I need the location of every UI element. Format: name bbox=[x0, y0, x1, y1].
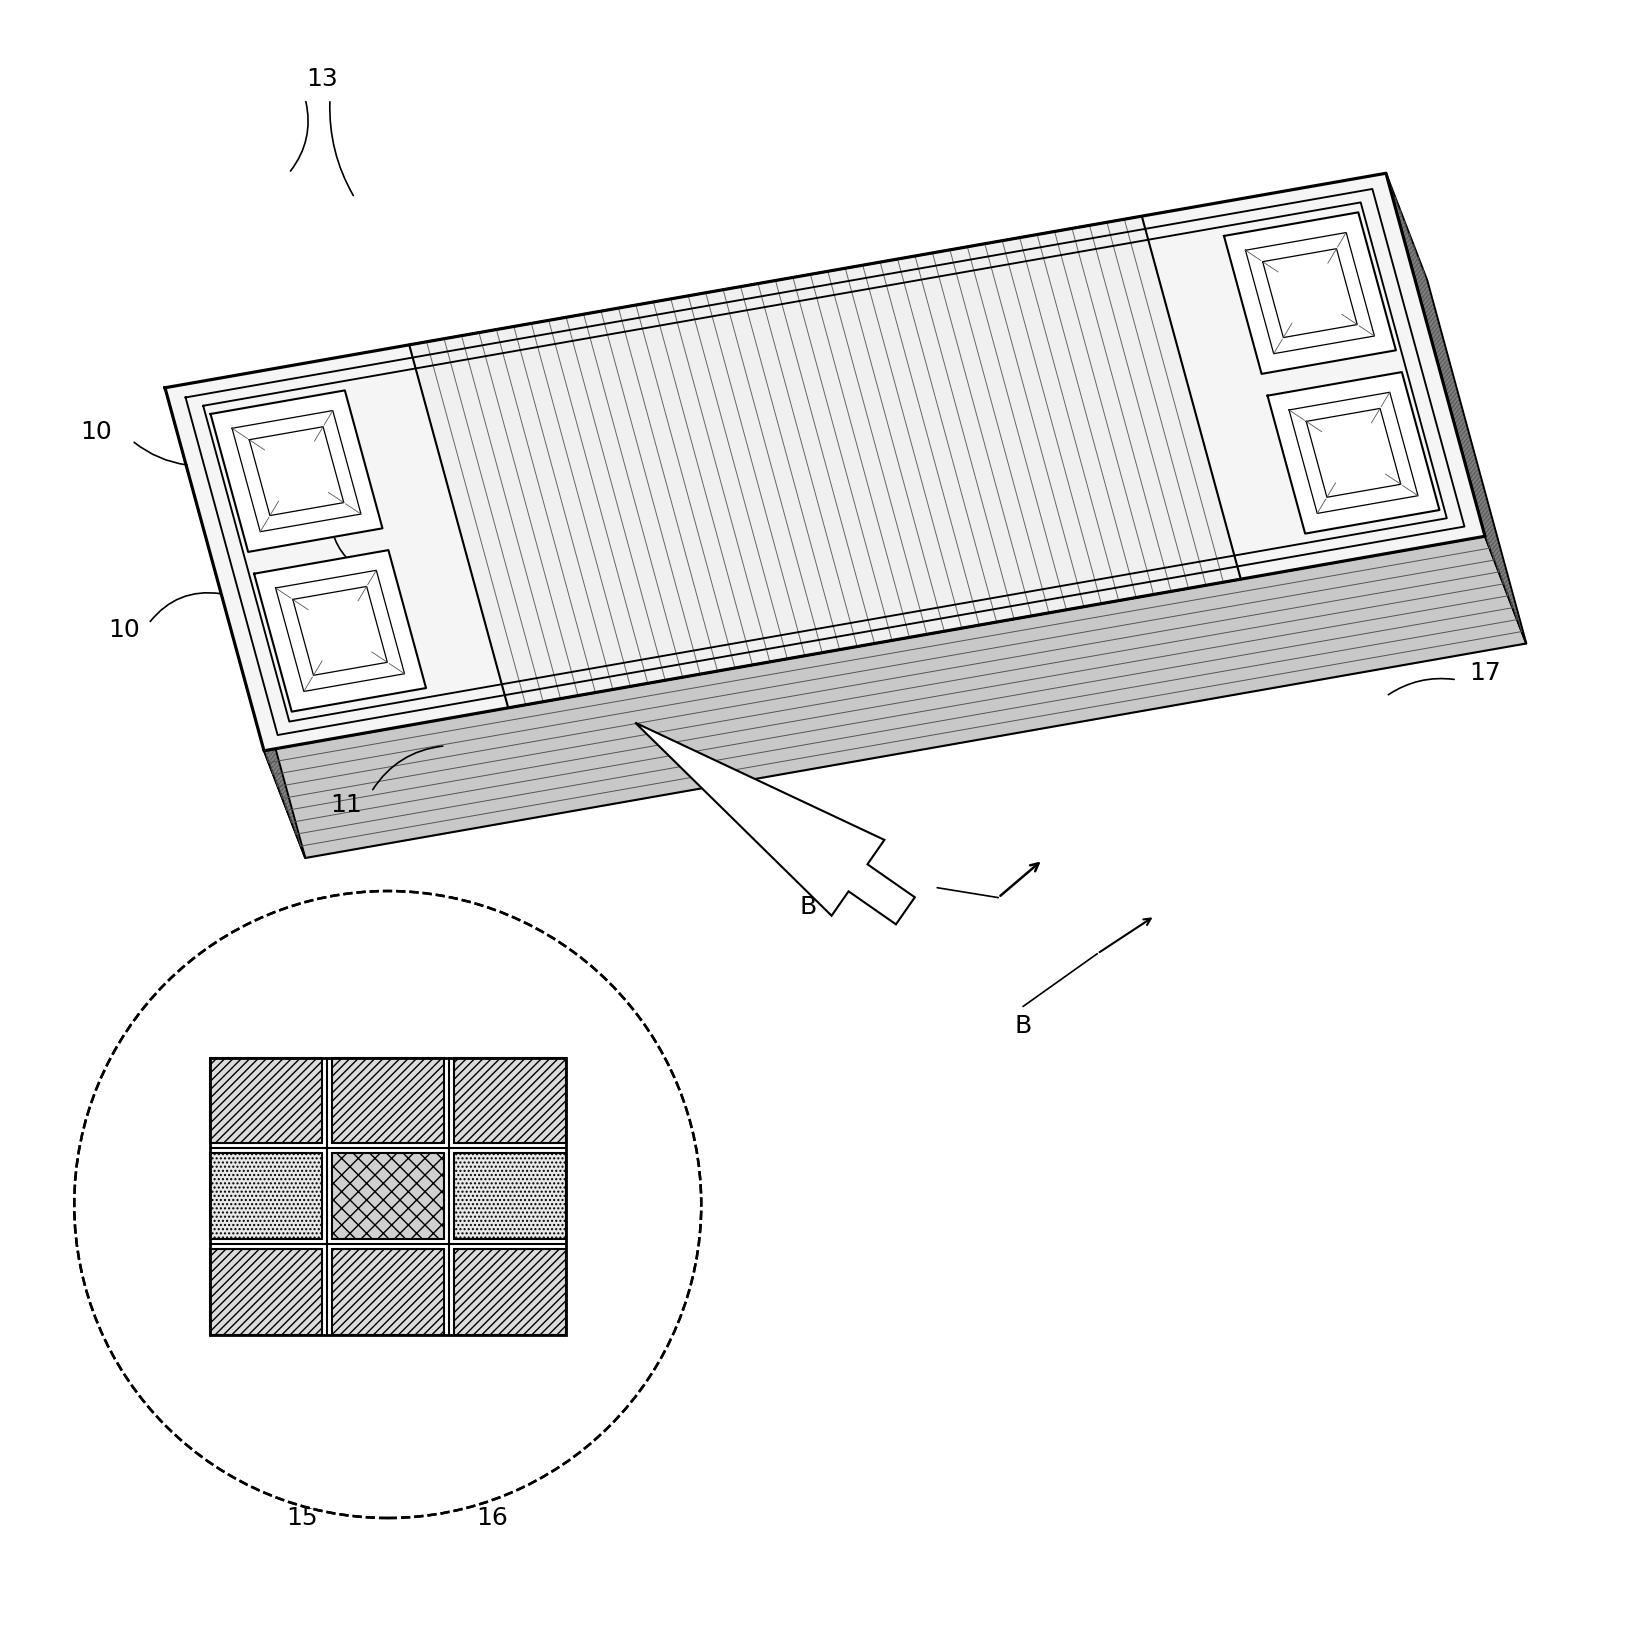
Bar bbox=[210, 1153, 322, 1239]
Text: 11: 11 bbox=[330, 794, 363, 817]
Text: 11: 11 bbox=[701, 536, 734, 559]
Bar bbox=[332, 1058, 444, 1143]
Polygon shape bbox=[211, 391, 383, 551]
Polygon shape bbox=[1386, 173, 1526, 644]
Polygon shape bbox=[409, 216, 1241, 708]
Bar bbox=[210, 1058, 322, 1143]
Bar bbox=[332, 1249, 444, 1335]
Text: 10: 10 bbox=[79, 421, 112, 444]
Text: 13: 13 bbox=[305, 68, 338, 91]
Circle shape bbox=[74, 891, 701, 1518]
Polygon shape bbox=[1267, 373, 1439, 533]
Text: 17: 17 bbox=[1468, 662, 1502, 685]
Text: 15: 15 bbox=[285, 1506, 318, 1530]
Bar bbox=[210, 1058, 566, 1335]
Bar bbox=[454, 1153, 566, 1239]
Bar bbox=[332, 1153, 444, 1239]
Text: B: B bbox=[1015, 1015, 1031, 1038]
Polygon shape bbox=[1224, 213, 1396, 375]
Polygon shape bbox=[635, 723, 914, 924]
Bar bbox=[210, 1249, 322, 1335]
Bar bbox=[454, 1249, 566, 1335]
Text: 10: 10 bbox=[107, 619, 140, 642]
Bar bbox=[454, 1058, 566, 1143]
Polygon shape bbox=[264, 536, 1526, 858]
Polygon shape bbox=[165, 388, 305, 858]
Text: 16: 16 bbox=[475, 1506, 508, 1530]
Text: 17: 17 bbox=[302, 483, 335, 507]
Polygon shape bbox=[165, 173, 1485, 751]
Text: 14: 14 bbox=[1006, 277, 1040, 300]
Polygon shape bbox=[254, 549, 426, 711]
Text: B: B bbox=[800, 896, 817, 919]
